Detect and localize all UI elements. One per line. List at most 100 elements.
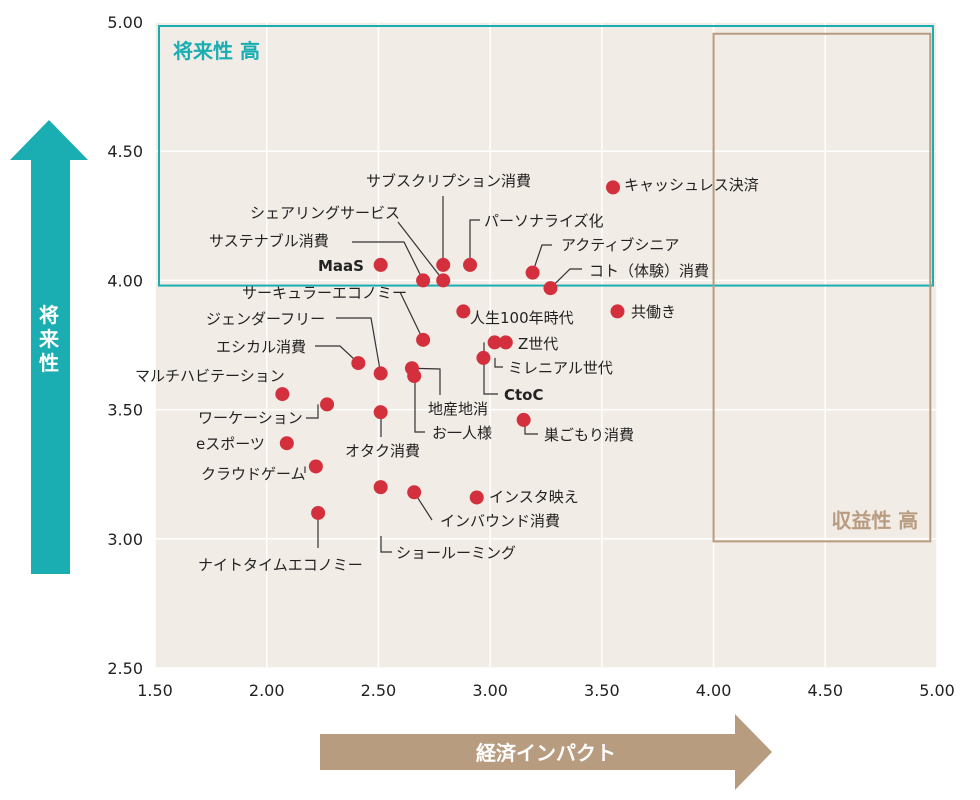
data-label: ジェンダーフリー <box>206 310 325 328</box>
data-point <box>308 459 323 474</box>
data-point <box>525 265 540 280</box>
data-point <box>275 387 290 402</box>
x-tick-label: 5.00 <box>919 681 955 700</box>
y-axis-ticks: 2.50 3.00 3.50 4.00 4.50 5.00 <box>107 13 143 678</box>
data-point <box>498 335 513 350</box>
data-point <box>543 281 558 296</box>
data-points <box>275 180 625 520</box>
data-point <box>436 273 451 288</box>
leader-line <box>494 357 503 368</box>
data-label: パーソナライズ化 <box>484 212 604 230</box>
data-point <box>407 369 422 384</box>
region-profit-high-box <box>712 32 932 543</box>
leader-line <box>315 345 359 364</box>
data-point <box>469 490 484 505</box>
y-tick-label: 4.00 <box>107 271 143 290</box>
data-label: お一人様 <box>432 424 492 442</box>
data-label: マルチハビテーション <box>135 367 285 385</box>
data-point <box>463 257 478 272</box>
data-label: eスポーツ <box>196 435 265 453</box>
data-label: キャッシュレス決済 <box>624 176 759 194</box>
y-axis-label-char: 将 <box>39 303 61 327</box>
leader-line <box>414 376 425 433</box>
data-point <box>416 273 431 288</box>
data-label: 地産地消 <box>428 400 488 418</box>
y-tick-label: 3.50 <box>107 401 143 420</box>
data-label: 共働き <box>631 303 676 321</box>
y-axis-arrow: 将来性 <box>10 120 88 574</box>
data-point <box>373 257 388 272</box>
data-label: CtoC <box>504 386 544 404</box>
plot-background <box>155 22 937 668</box>
data-point <box>351 356 366 371</box>
x-tick-label: 4.50 <box>807 681 843 700</box>
leader-line <box>469 219 480 265</box>
data-point <box>373 405 388 420</box>
data-label: ワーケーション <box>198 409 303 427</box>
data-point <box>487 335 502 350</box>
leader-line <box>380 536 392 553</box>
data-point <box>516 412 531 427</box>
data-label: エシカル消費 <box>216 338 306 356</box>
y-axis-label-char: 来 <box>38 327 61 351</box>
data-point <box>279 436 294 451</box>
data-label: ショールーミング <box>396 544 516 562</box>
x-tick-label: 2.50 <box>361 681 397 700</box>
grid <box>154 21 938 669</box>
data-label: ミレニアル世代 <box>508 359 613 377</box>
data-label: MaaS <box>318 257 364 275</box>
data-point <box>416 332 431 347</box>
region-profit-high-label: 収益性 高 <box>831 508 918 532</box>
data-point <box>436 257 451 272</box>
y-tick-label: 3.00 <box>107 530 143 549</box>
data-label: サブスクリプション消費 <box>366 172 531 190</box>
data-label: クラウドゲーム <box>201 465 306 483</box>
y-tick-label: 2.50 <box>107 659 143 678</box>
data-point <box>320 397 335 412</box>
y-tick-label: 4.50 <box>107 142 143 161</box>
y-tick-label: 5.00 <box>107 13 143 32</box>
data-point <box>476 350 491 365</box>
x-axis-arrow: 経済インパクト <box>320 714 772 790</box>
data-label: アクティブシニア <box>561 236 679 254</box>
x-tick-label: 3.50 <box>584 681 620 700</box>
y-axis-label-char: 性 <box>39 351 61 375</box>
x-axis-label: 経済インパクト <box>476 741 616 765</box>
x-tick-label: 4.00 <box>696 681 732 700</box>
leader-line <box>532 244 552 273</box>
data-point <box>407 485 422 500</box>
region-future-high-label: 将来性 高 <box>173 39 260 63</box>
data-label: コト（体験）消費 <box>589 262 709 280</box>
data-label: オタク消費 <box>345 442 420 460</box>
data-point <box>610 304 625 319</box>
leader-line <box>411 367 441 395</box>
x-tick-label: 1.50 <box>137 681 173 700</box>
data-point <box>373 480 388 495</box>
data-label: シェアリングサービス <box>250 204 400 222</box>
data-label: 巣ごもり消費 <box>544 426 634 444</box>
x-tick-label: 2.00 <box>249 681 285 700</box>
leader-line <box>399 291 424 341</box>
leader-lines <box>304 196 582 553</box>
data-label: Z世代 <box>518 335 558 353</box>
data-point <box>373 366 388 381</box>
data-label: サステナブル消費 <box>209 232 329 250</box>
x-axis-ticks: 1.50 2.00 2.50 3.00 3.50 4.00 4.50 5.00 <box>137 681 955 700</box>
data-label: ナイトタイムエコノミー <box>198 556 363 574</box>
data-point <box>311 505 326 520</box>
leader-line <box>550 268 582 289</box>
x-tick-label: 3.00 <box>472 681 508 700</box>
leader-line <box>352 241 424 281</box>
leader-line <box>397 221 444 281</box>
data-label: インスタ映え <box>489 488 579 506</box>
y-axis-label: 将来性 <box>38 303 61 375</box>
leader-line <box>306 404 319 419</box>
data-point <box>456 304 471 319</box>
data-label: サーキュラーエコノミー <box>242 284 407 302</box>
data-label: 人生100年時代 <box>470 309 574 327</box>
data-point <box>606 180 621 195</box>
leader-line <box>336 317 382 374</box>
data-label: インバウンド消費 <box>440 512 560 530</box>
